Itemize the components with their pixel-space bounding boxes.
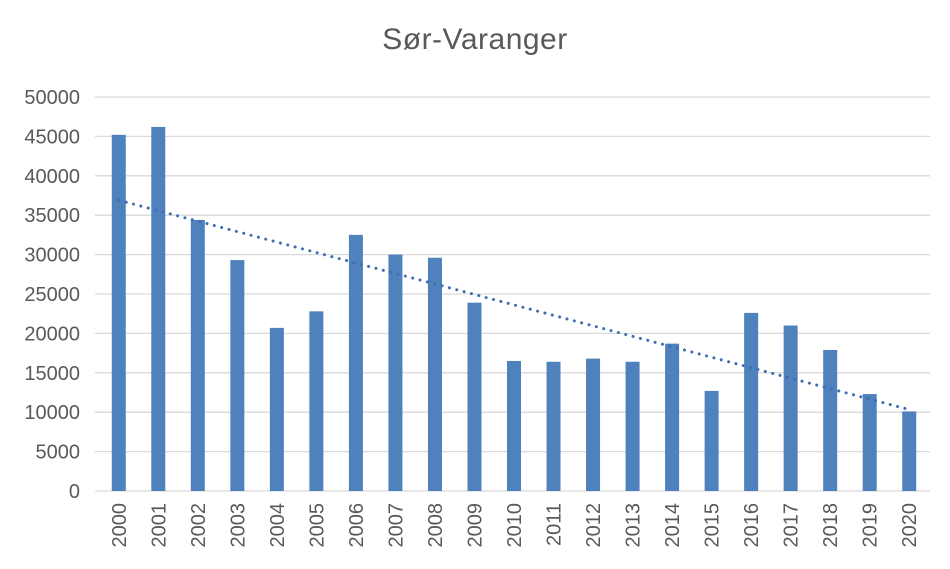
x-tick-label-2005: 2005: [306, 503, 328, 548]
y-tick-label-35000: 35000: [24, 205, 80, 227]
x-tick-label-2012: 2012: [583, 503, 605, 548]
y-tick-label-50000: 50000: [24, 87, 80, 109]
x-tick-label-2013: 2013: [623, 503, 645, 548]
y-tick-label-25000: 25000: [24, 284, 80, 306]
bar-2000: [111, 134, 126, 491]
bar-2015: [704, 390, 719, 491]
x-tick-label-2008: 2008: [425, 503, 447, 548]
chart-title: Sør-Varanger: [382, 23, 568, 56]
x-tick-label-2010: 2010: [504, 503, 526, 548]
x-tick-label-2020: 2020: [899, 503, 921, 548]
y-tick-label-10000: 10000: [24, 402, 80, 424]
x-tick-label-2009: 2009: [464, 503, 486, 548]
y-tick-label-40000: 40000: [24, 166, 80, 188]
bar-2011: [546, 361, 561, 491]
y-tick-label-45000: 45000: [24, 126, 80, 148]
x-tick-label-2019: 2019: [860, 503, 882, 548]
bar-2009: [467, 302, 482, 491]
bar-2013: [625, 361, 640, 491]
bar-2012: [586, 358, 601, 491]
y-tick-label-30000: 30000: [24, 245, 80, 267]
bar-2020: [902, 411, 917, 491]
bar-2019: [862, 394, 877, 491]
bar-2014: [665, 343, 680, 491]
bar-2003: [230, 260, 245, 491]
x-tick-label-2011: 2011: [544, 503, 566, 546]
bar-2005: [309, 311, 324, 491]
bar-2001: [151, 126, 166, 491]
x-tick-label-2018: 2018: [820, 503, 842, 548]
bar-2016: [744, 312, 759, 491]
x-tick-label-2006: 2006: [346, 503, 368, 548]
x-tick-label-2003: 2003: [227, 503, 249, 548]
y-tick-label-15000: 15000: [24, 363, 80, 385]
x-tick-label-2002: 2002: [188, 503, 210, 548]
y-tick-label-20000: 20000: [24, 323, 80, 345]
x-tick-label-2000: 2000: [109, 503, 131, 548]
bar-2017: [783, 325, 798, 491]
y-tick-label-5000: 5000: [36, 442, 81, 464]
x-tick-label-2014: 2014: [662, 503, 684, 548]
bar-2004: [269, 327, 284, 491]
x-tick-label-2001: 2001: [148, 503, 170, 548]
bar-2006: [348, 234, 363, 491]
x-tick-label-2017: 2017: [781, 503, 803, 548]
x-tick-label-2004: 2004: [267, 503, 289, 548]
y-tick-label-0: 0: [69, 481, 80, 503]
x-tick-label-2007: 2007: [385, 503, 407, 548]
bar-2018: [823, 349, 838, 491]
trendline: [117, 198, 911, 412]
bar-2002: [190, 219, 205, 492]
x-tick-label-2015: 2015: [702, 503, 724, 548]
bar-2008: [427, 257, 442, 491]
x-tick-label-2016: 2016: [741, 503, 763, 548]
bar-2010: [507, 360, 521, 491]
bar-2007: [388, 254, 403, 491]
